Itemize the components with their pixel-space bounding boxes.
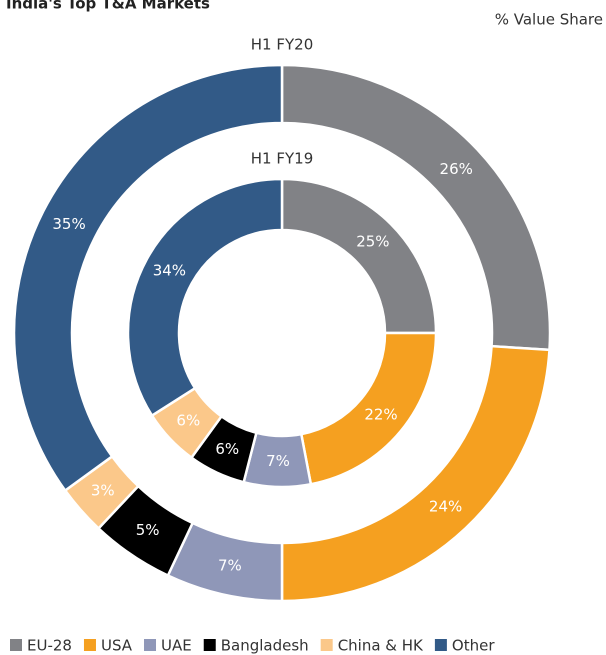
chart-subtitle: % Value Share [495, 11, 603, 29]
data-label: 25% [356, 233, 389, 251]
donut-segment [280, 177, 438, 335]
legend-label: Other [452, 637, 495, 655]
ring-label: H1 FY20 [251, 36, 313, 54]
legend-label: USA [101, 637, 133, 655]
legend-swatch [320, 639, 333, 651]
legend-swatch [203, 639, 216, 651]
data-label: 34% [153, 262, 186, 280]
chart-title: India's Top T&A Markets [6, 0, 210, 13]
donut-segment [126, 177, 284, 418]
legend-swatch [83, 639, 96, 651]
legend-label: China & HK [338, 637, 424, 655]
data-label: 5% [136, 521, 160, 539]
data-label: 7% [266, 452, 290, 470]
legend-label: UAE [161, 637, 192, 655]
donut-segment [12, 63, 284, 493]
legend-swatch [144, 639, 157, 651]
data-label: 6% [215, 440, 239, 458]
data-label: 6% [176, 411, 200, 429]
data-label: 7% [218, 557, 242, 575]
data-label: 3% [91, 482, 115, 500]
legend-label: EU-28 [27, 637, 72, 655]
data-label: 35% [52, 215, 85, 233]
data-label: 22% [364, 405, 397, 423]
legend-swatch [434, 639, 447, 651]
data-label: 26% [440, 160, 473, 178]
legend-label: Bangladesh [221, 637, 309, 655]
legend-swatch [10, 639, 22, 651]
ring-label: H1 FY19 [251, 150, 313, 168]
data-label: 24% [429, 498, 462, 516]
